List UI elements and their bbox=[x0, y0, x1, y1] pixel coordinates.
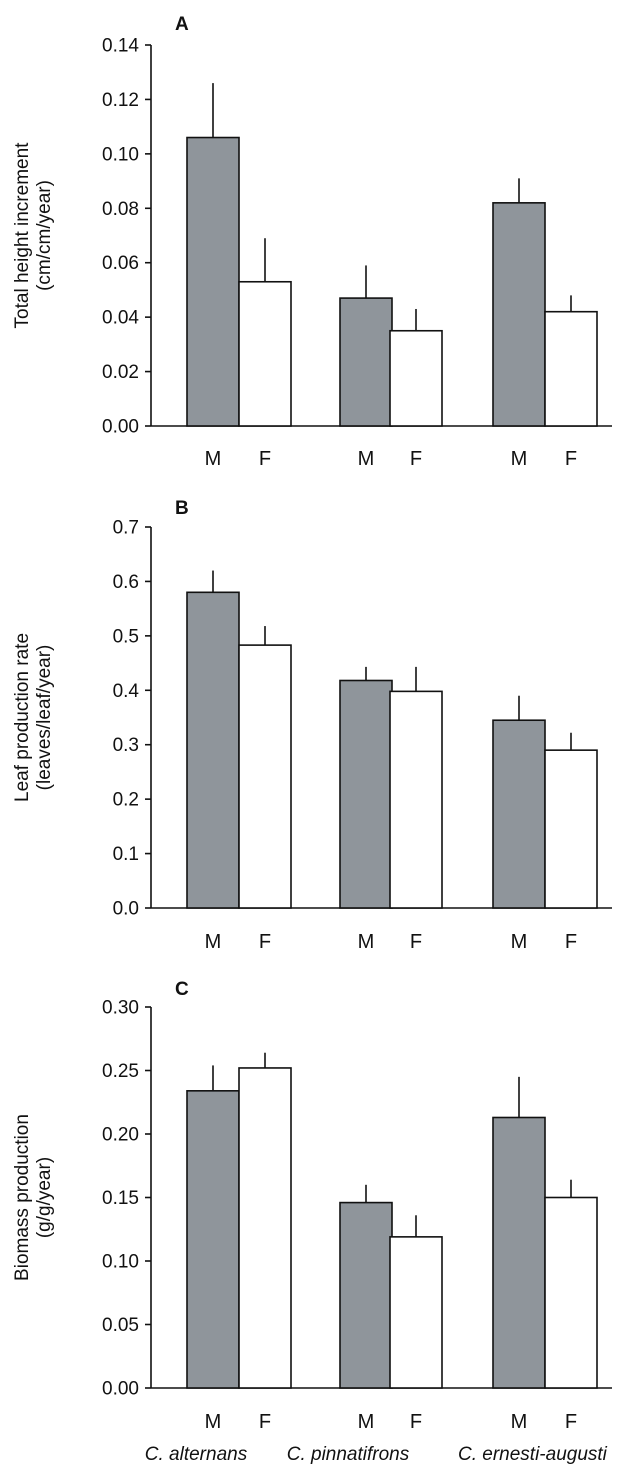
bar-b-6 bbox=[544, 749, 598, 909]
y-tick-label: 0.15 bbox=[102, 1188, 139, 1209]
y-axis-label: Biomass production bbox=[12, 1114, 33, 1281]
y-tick-label: 0.12 bbox=[102, 90, 139, 111]
y-tick-label: 0.3 bbox=[113, 735, 139, 756]
bar-a-4 bbox=[389, 329, 443, 427]
category-label: M bbox=[358, 448, 375, 470]
y-axis-label: Total height increment bbox=[12, 142, 33, 329]
category-label: F bbox=[259, 448, 271, 470]
y-tick-label: 0.10 bbox=[102, 1252, 139, 1273]
category-label: M bbox=[205, 1411, 222, 1433]
category-label: F bbox=[259, 1411, 271, 1433]
y-tick-label: 0.5 bbox=[113, 626, 139, 647]
bar-a-3 bbox=[339, 297, 393, 427]
category-label: M bbox=[205, 448, 222, 470]
category-label: M bbox=[358, 931, 375, 953]
chart-panel-b: B Leaf production rate (leaves/leaf/year) 0… bbox=[12, 498, 612, 953]
category-label: F bbox=[565, 931, 577, 953]
bar-c-1 bbox=[186, 1090, 240, 1389]
bar-a-5 bbox=[492, 202, 546, 427]
category-label: F bbox=[410, 448, 422, 470]
y-tick-label: 0.4 bbox=[113, 681, 140, 702]
species-label: C. alternans bbox=[145, 1444, 248, 1465]
y-axis-label: Leaf production rate bbox=[12, 633, 33, 802]
category-label: M bbox=[511, 931, 528, 953]
category-label: M bbox=[358, 1411, 375, 1433]
y-tick-label: 0.25 bbox=[102, 1061, 139, 1082]
y-tick-label: 0.30 bbox=[102, 998, 139, 1019]
bar-c-5 bbox=[492, 1116, 546, 1389]
y-tick-label: 0.00 bbox=[102, 1379, 139, 1400]
category-label: F bbox=[565, 1411, 577, 1433]
y-tick-label: 0.6 bbox=[113, 572, 139, 593]
bar-b-3 bbox=[339, 679, 393, 909]
bar-c-2 bbox=[238, 1067, 292, 1389]
category-label: F bbox=[259, 931, 271, 953]
chart-panel-a: A Total height increment (cm/cm/year) 0.00 0… bbox=[12, 14, 612, 470]
category-label: F bbox=[410, 931, 422, 953]
bar-b-5 bbox=[492, 719, 546, 909]
y-tick-label: 0.05 bbox=[102, 1315, 139, 1336]
y-tick-label: 0.04 bbox=[102, 308, 139, 329]
y-tick-label: 0.2 bbox=[113, 790, 139, 811]
panel-letter: C bbox=[175, 979, 189, 1000]
category-label: F bbox=[410, 1411, 422, 1433]
panel-letter: B bbox=[175, 498, 189, 519]
bar-a-2 bbox=[238, 280, 292, 427]
y-tick-label: 0.10 bbox=[102, 144, 139, 165]
bar-a-6 bbox=[544, 310, 598, 427]
y-tick-label: 0.14 bbox=[102, 36, 139, 57]
category-label: M bbox=[511, 448, 528, 470]
category-label: M bbox=[205, 931, 222, 953]
panel-letter: A bbox=[175, 14, 189, 35]
species-label: C. ernesti-augusti bbox=[458, 1444, 608, 1465]
y-axis-label: (g/g/year) bbox=[34, 1157, 55, 1238]
y-tick-label: 0.08 bbox=[102, 199, 139, 220]
bar-b-1 bbox=[186, 591, 240, 909]
category-label: F bbox=[565, 448, 577, 470]
y-tick-label: 0.20 bbox=[102, 1125, 139, 1146]
bar-b-4 bbox=[389, 690, 443, 909]
y-tick-label: 0.00 bbox=[102, 417, 139, 438]
y-axis-label: (cm/cm/year) bbox=[34, 180, 55, 291]
bar-c-3 bbox=[339, 1201, 393, 1389]
chart-panel-c: C Biomass production (g/g/year) 0.00 0.05 0.1… bbox=[12, 979, 612, 1433]
y-tick-label: 0.7 bbox=[113, 518, 139, 539]
bar-a-1 bbox=[186, 136, 240, 427]
y-tick-label: 0.06 bbox=[102, 253, 139, 274]
bar-c-6 bbox=[544, 1196, 598, 1389]
y-tick-label: 0.02 bbox=[102, 362, 139, 383]
y-axis-label: (leaves/leaf/year) bbox=[34, 645, 55, 791]
bar-b-2 bbox=[238, 644, 292, 909]
bar-c-4 bbox=[389, 1236, 443, 1389]
species-label: C. pinnatifrons bbox=[287, 1444, 410, 1465]
y-tick-label: 0.1 bbox=[113, 844, 139, 865]
category-label: M bbox=[511, 1411, 528, 1433]
y-tick-label: 0.0 bbox=[113, 899, 139, 920]
